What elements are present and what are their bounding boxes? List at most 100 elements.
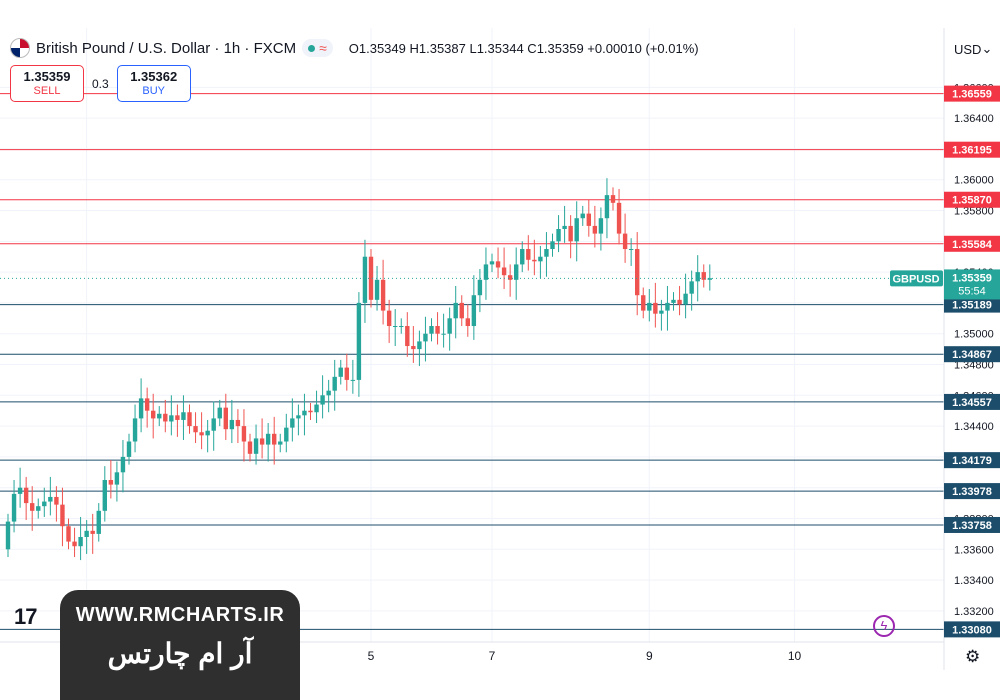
chevron-down-icon: ⌄ [981,41,993,56]
candle-body [314,404,319,413]
buy-price: 1.35362 [130,68,178,84]
candle-body [417,341,422,350]
support-level-label-bg [944,483,1000,500]
candle-body [72,541,77,547]
candle-body [495,261,501,268]
currency-label: USD [954,41,982,57]
support-level-label-bg [944,296,1000,313]
candle-body [405,326,410,347]
resistance-level-label: 1.36559 [952,89,992,101]
candle-body [241,426,247,442]
countdown-label: 55:54 [958,285,986,297]
candle-body [368,256,374,300]
candle-body [23,487,29,504]
candle-body [501,267,507,276]
lightning-icon[interactable]: ϟ [873,615,895,637]
candle-body [477,279,483,296]
support-level-label-bg [944,346,1000,363]
time-tick: 9 [646,649,653,663]
buy-button[interactable]: 1.35362 BUY [116,65,191,102]
resistance-level-label-bg [944,191,1000,208]
price-tick: 1.36000 [954,175,994,187]
candle-body [465,318,470,327]
symbol-tag-bg [890,270,943,287]
candle-body [120,456,126,473]
candle-body [229,419,235,430]
support-level-label-bg [944,621,1000,638]
candle-body [114,472,120,485]
candle-body [17,487,23,494]
candle-body [278,441,283,445]
candle-body [586,213,591,226]
support-level-label: 1.34867 [952,349,992,361]
support-level-label-bg [944,452,1000,469]
candle-body [259,438,265,445]
sell-price: 1.35359 [23,68,71,84]
candle-body [689,281,694,294]
price-tick: 1.34800 [954,360,994,372]
sell-label: SELL [33,84,61,97]
candle-body [344,367,349,380]
support-level-label: 1.34179 [952,455,992,467]
candle-body [393,326,398,328]
market-open-icon [308,44,316,52]
symbol-tag: GBPUSD [892,273,939,285]
trade-panel: 1.35359 SELL 0.3 1.35362 BUY [10,65,191,102]
time-tick: 10 [788,649,802,663]
candle-body [483,264,489,280]
candle-body [151,410,156,419]
candle-body [96,510,101,534]
buy-label: BUY [142,84,165,97]
gbp-flag-icon [10,38,30,58]
candle-body [604,195,610,219]
current-price-bg [944,269,1000,300]
candle-body [538,256,543,262]
candle-body [514,264,519,280]
resistance-level-label-bg [944,235,1000,252]
candle-body [471,295,477,327]
candle-body [441,333,446,335]
candle-body [380,279,386,311]
sell-button[interactable]: 1.35359 SELL [10,65,84,102]
support-level-label: 1.33978 [952,486,992,498]
candle-body [108,480,114,485]
tradingview-logo: 17 [14,604,38,629]
candle-body [489,261,495,265]
candle-body [338,367,343,377]
candle-body [356,302,362,380]
candle-body [102,480,107,511]
candle-body [211,418,216,431]
candle-body [683,293,688,305]
candle-body [568,225,573,242]
candle-body [308,410,313,413]
candle-body [562,225,567,229]
candle-body [84,530,89,537]
candle-body [48,496,53,502]
candle-body [235,419,241,427]
candle-body [701,272,706,280]
candle-body [290,418,295,428]
candle-body [616,202,622,234]
candle-body [374,279,380,300]
candle-body [677,299,682,305]
symbol-header: British Pound / U.S. Dollar · 1h · FXCM … [10,38,699,58]
candle-body [641,295,646,311]
support-level-label: 1.33080 [952,624,992,636]
candle-body [253,438,259,454]
currency-selector[interactable]: USD ⌄ [948,36,998,62]
candle-body [550,241,555,250]
candle-body [320,395,325,405]
candle-body [36,506,41,511]
candle-body [362,256,368,303]
candle-body [296,415,301,419]
gear-icon[interactable]: ⚙ [965,647,981,666]
market-status[interactable]: ≈ [302,39,333,57]
symbol-title[interactable]: British Pound / U.S. Dollar · 1h · FXCM [36,39,297,57]
resistance-level-label: 1.35584 [952,239,993,251]
candle-body [193,426,198,433]
candle-body [665,302,670,311]
candle-body [138,398,144,419]
candle-body [272,433,277,445]
watermark-site: WWW.RMCHARTS.IR [75,604,285,626]
